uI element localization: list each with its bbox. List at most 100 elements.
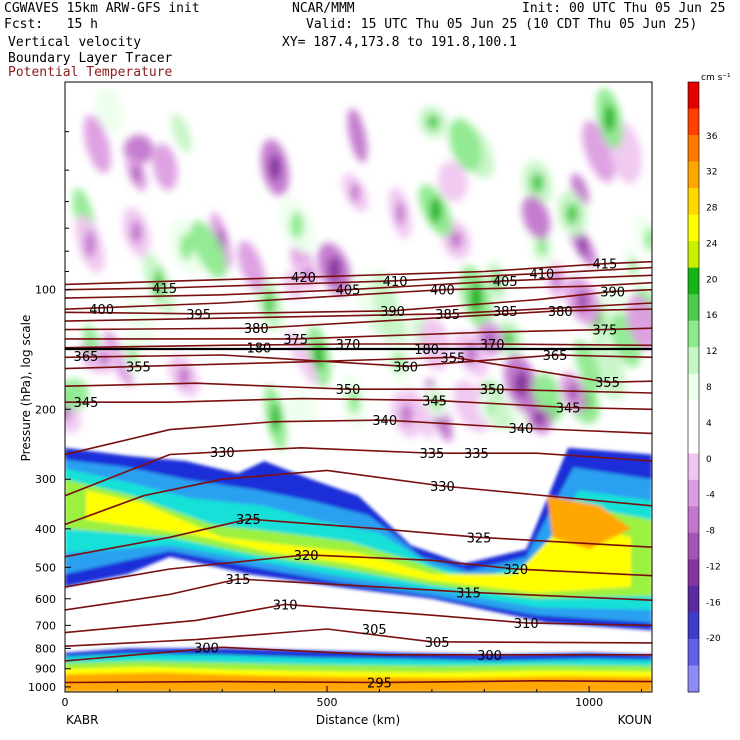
theta-isentrope bbox=[65, 603, 652, 634]
theta-label: 345 bbox=[556, 402, 581, 417]
updraft-core bbox=[290, 211, 304, 239]
downdraft-region bbox=[582, 120, 615, 183]
downdraft-core bbox=[178, 366, 190, 387]
colorbar-swatch bbox=[688, 426, 699, 454]
colorbar-swatch bbox=[688, 585, 699, 613]
field-boundary-layer-tracer: Boundary Layer Tracer bbox=[8, 51, 173, 66]
theta-label: 360 bbox=[393, 360, 418, 375]
updraft-core bbox=[530, 172, 544, 194]
theta-label: 310 bbox=[514, 617, 539, 632]
updraft-region bbox=[124, 294, 157, 352]
updraft-region bbox=[170, 113, 192, 153]
theta-isentrope bbox=[65, 327, 652, 340]
colorbar-label: 32 bbox=[706, 168, 717, 178]
downdraft-region bbox=[521, 195, 551, 240]
tracer-layer bbox=[86, 490, 631, 593]
colorbar: 36 32 28 24 20 16 12 8 4 0 -4 -8 -12 -16 -20 bbox=[687, 81, 721, 693]
init-time: Init: 00 UTC Thu 05 Jun 25 bbox=[522, 1, 726, 16]
y-tick-label: 400 bbox=[35, 523, 56, 536]
downdraft-core bbox=[350, 183, 360, 202]
colorbar-label: 8 bbox=[706, 383, 712, 393]
theta-label: 330 bbox=[430, 480, 455, 495]
theta-label: 385 bbox=[493, 305, 518, 320]
colorbar-label: 20 bbox=[706, 275, 718, 285]
org-label: NCAR/MMM bbox=[292, 1, 355, 16]
updraft-core bbox=[604, 104, 615, 133]
downdraft-region bbox=[286, 329, 319, 385]
theta-label: 365 bbox=[543, 349, 568, 364]
colorbar-label: 24 bbox=[706, 239, 718, 249]
theta-label: 390 bbox=[380, 305, 405, 320]
downdraft-core bbox=[568, 382, 579, 403]
theta-label: 355 bbox=[595, 376, 620, 391]
updraft-core bbox=[153, 269, 164, 300]
theta-label: 355 bbox=[126, 360, 151, 375]
colorbar-swatch bbox=[688, 453, 699, 481]
updraft-core bbox=[469, 282, 483, 313]
y-tick-label: 600 bbox=[35, 593, 56, 606]
y-tick-label: 700 bbox=[35, 619, 56, 632]
downdraft-core bbox=[579, 234, 587, 257]
updraft-core bbox=[313, 342, 324, 371]
updraft-region bbox=[448, 118, 482, 172]
theta-label: 180 bbox=[247, 342, 272, 357]
colorbar-unit: cm s⁻¹ bbox=[701, 73, 731, 83]
theta-isentrope bbox=[65, 343, 652, 349]
theta-label: 410 bbox=[530, 267, 555, 282]
theta-isentrope bbox=[65, 518, 652, 558]
field-potential-temperature: Potential Temperature bbox=[8, 65, 173, 80]
colorbar-swatch bbox=[688, 294, 699, 322]
theta-label: 400 bbox=[89, 303, 114, 318]
theta-label: 295 bbox=[367, 677, 392, 692]
colorbar-swatch bbox=[688, 82, 699, 110]
downdraft-core bbox=[302, 267, 313, 282]
downdraft-region bbox=[152, 143, 178, 191]
y-tick-label: 200 bbox=[35, 403, 56, 416]
theta-isentrope bbox=[65, 356, 652, 384]
potential-temperature-contours bbox=[65, 260, 652, 684]
theta-label: 355 bbox=[440, 351, 465, 366]
colorbar-swatch bbox=[688, 267, 699, 295]
theta-label: 335 bbox=[419, 447, 444, 462]
colorbar-swatch bbox=[688, 479, 699, 507]
axes: 100 200 300 400 500 600 700 800 900 1000 0 500 1000 bbox=[28, 81, 643, 709]
colorbar-swatch bbox=[688, 347, 699, 375]
colorbar-label: -20 bbox=[706, 634, 721, 644]
theta-label: 300 bbox=[477, 649, 502, 664]
x-tick-label: 500 bbox=[317, 696, 338, 709]
colorbar-swatch bbox=[688, 638, 699, 666]
colorbar-swatch bbox=[688, 135, 699, 163]
theta-label: 180 bbox=[414, 343, 439, 358]
colorbar-label: -4 bbox=[706, 491, 715, 501]
colorbar-label: 16 bbox=[706, 311, 718, 321]
theta-isentrope bbox=[65, 646, 652, 662]
theta-label: 370 bbox=[480, 338, 505, 353]
updraft-core bbox=[501, 330, 515, 347]
forecast-hour: Fcst: 15 h bbox=[4, 17, 98, 32]
updraft-region bbox=[574, 339, 601, 392]
theta-label: 310 bbox=[273, 598, 298, 613]
updraft-core bbox=[536, 237, 549, 258]
theta-isentrope bbox=[65, 281, 652, 310]
y-tick-label: 100 bbox=[35, 284, 56, 297]
theta-isentrope bbox=[65, 354, 652, 368]
downdraft-region bbox=[83, 114, 111, 174]
y-axis-label: Pressure (hPa), log scale bbox=[19, 315, 33, 462]
theta-label: 385 bbox=[435, 308, 460, 323]
left-endpoint-station: KABR bbox=[66, 713, 98, 727]
downdraft-core bbox=[268, 154, 282, 181]
colorbar-swatch bbox=[688, 108, 699, 136]
theta-isentrope bbox=[65, 679, 652, 684]
colorbar-label: 4 bbox=[706, 419, 712, 429]
theta-isentrope bbox=[65, 260, 652, 286]
valid-time: Valid: 15 UTC Thu 05 Jun 25 (10 CDT Thu … bbox=[306, 17, 698, 32]
updraft-core bbox=[644, 227, 652, 251]
y-tick-label: 1000 bbox=[28, 681, 56, 694]
downdraft-core bbox=[400, 403, 413, 426]
theta-label: 345 bbox=[422, 394, 447, 409]
downdraft-region bbox=[571, 173, 590, 205]
colorbar-swatch bbox=[688, 373, 699, 401]
theta-label: 345 bbox=[74, 396, 99, 411]
y-tick-label: 800 bbox=[35, 642, 56, 655]
downdraft-core bbox=[395, 200, 405, 225]
